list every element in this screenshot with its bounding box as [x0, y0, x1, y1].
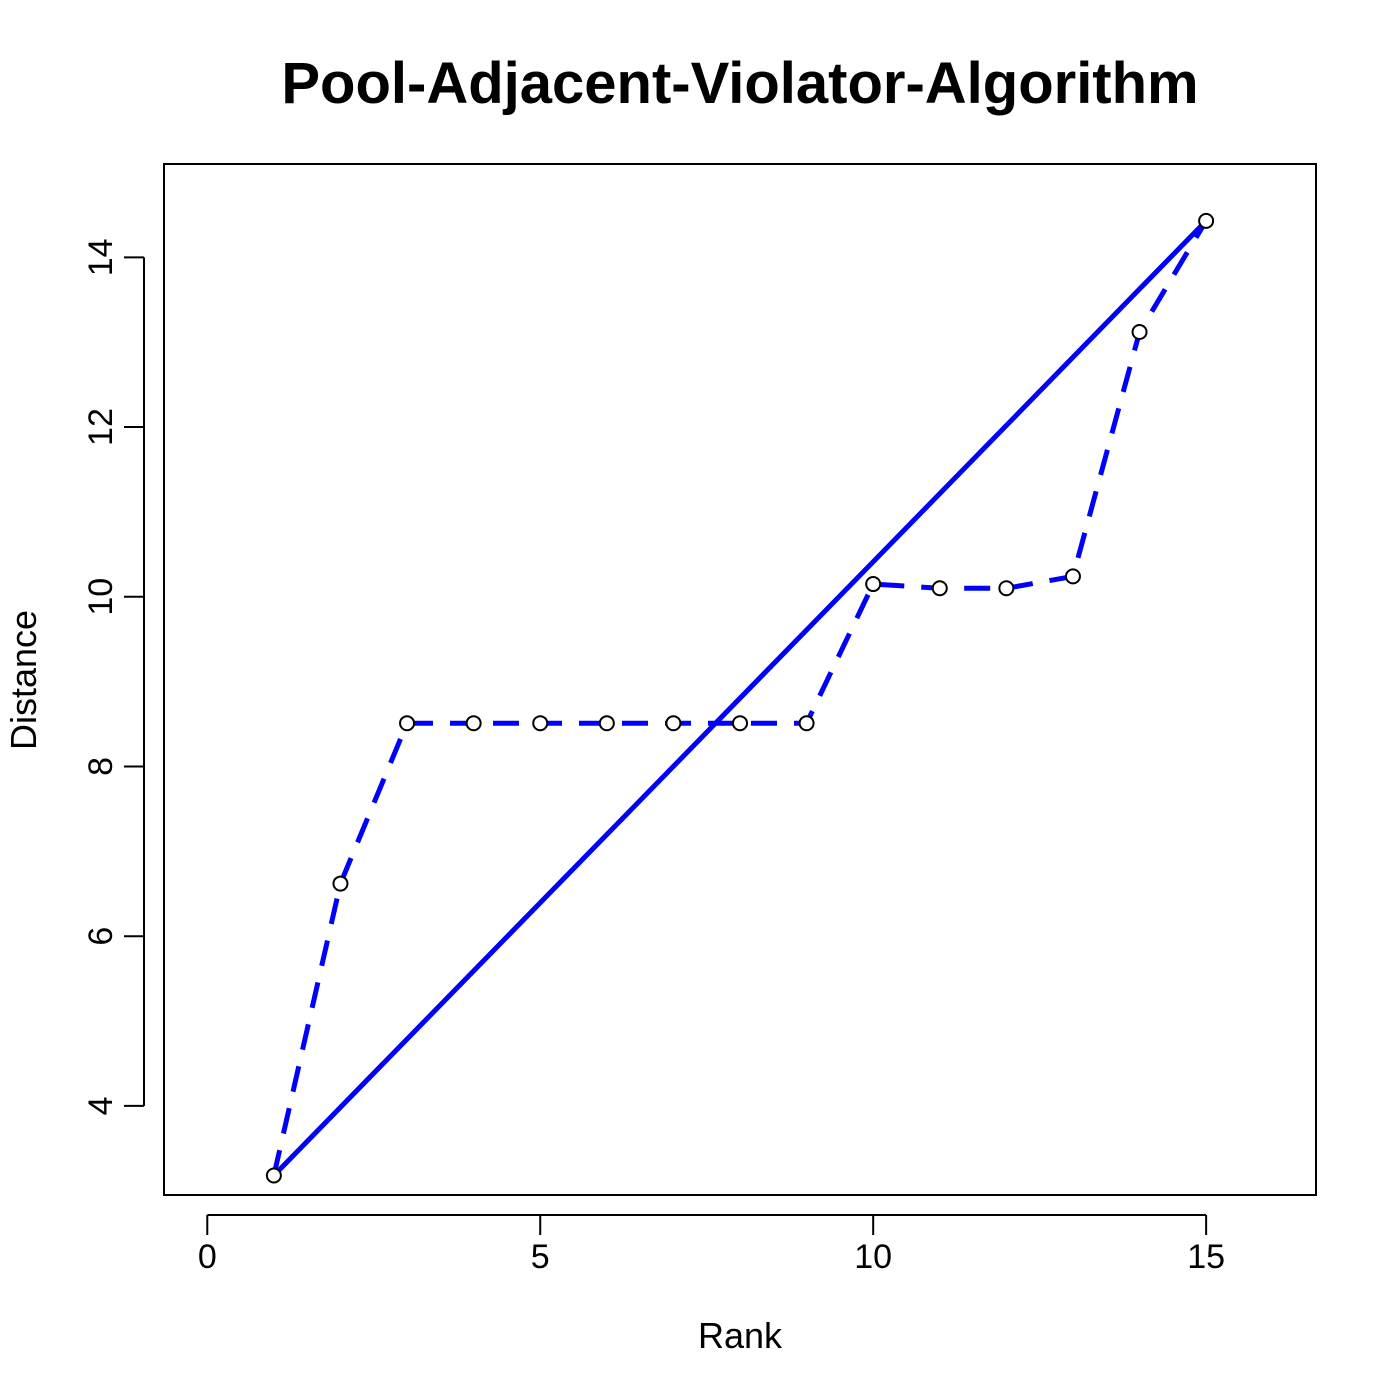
data-point: [399, 715, 416, 732]
x-tick-label: 10: [854, 1238, 892, 1276]
x-tick-label: 15: [1187, 1238, 1225, 1276]
series-pava-dashed-line: [271, 219, 1209, 1177]
x-tick-label: 0: [198, 1238, 217, 1276]
plot-frame: [163, 163, 1317, 1196]
y-axis-label: Distance: [3, 610, 44, 750]
x-axis-label: Rank: [698, 1315, 783, 1356]
y-tick-label: 14: [82, 238, 120, 276]
data-point: [332, 875, 349, 892]
data-point: [1198, 212, 1215, 229]
data-point: [1131, 324, 1148, 341]
data-point: [265, 1167, 282, 1184]
data-point: [598, 715, 615, 732]
data-point: [998, 580, 1015, 597]
y-tick-label: 8: [82, 757, 120, 776]
y-tick-label: 4: [82, 1096, 120, 1115]
y-tick-label: 10: [82, 578, 120, 616]
data-point: [532, 715, 549, 732]
y-tick-label: 6: [82, 927, 120, 946]
data-point: [665, 715, 682, 732]
data-point: [865, 576, 882, 593]
series-linear-fit-line: [272, 219, 1208, 1178]
data-point: [1064, 568, 1081, 585]
data-point: [732, 715, 748, 732]
x-tick-label: 5: [531, 1238, 550, 1276]
data-point: [798, 715, 815, 732]
data-point: [465, 715, 482, 732]
y-tick-label: 12: [82, 408, 120, 446]
chart-title: Pool-Adjacent-Violator-Algorithm: [281, 51, 1198, 116]
y-axis: 4 6 8 10 12 14: [82, 238, 145, 1115]
data-point: [931, 580, 948, 597]
series-layer: [265, 212, 1215, 1184]
x-axis: 0 5 10 15: [198, 1214, 1225, 1276]
